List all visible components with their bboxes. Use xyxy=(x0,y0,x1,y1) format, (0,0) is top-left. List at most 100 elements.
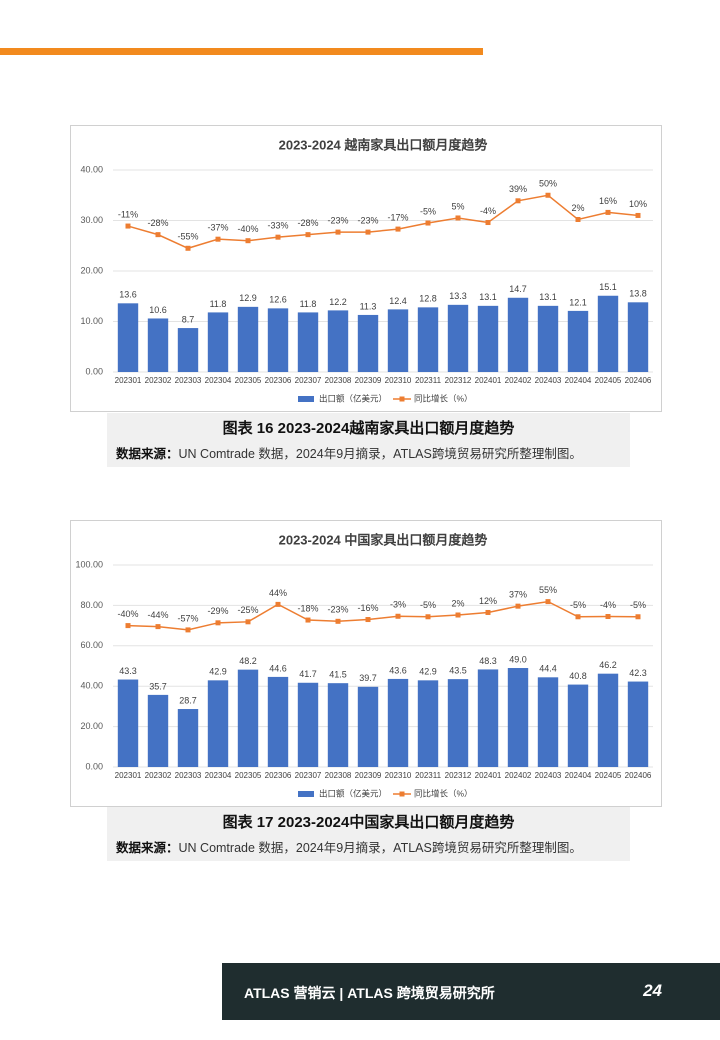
x-tick-label: 202404 xyxy=(565,771,592,780)
chart-title: 2023-2024 越南家具出口额月度趋势 xyxy=(279,137,488,152)
line-marker xyxy=(335,618,341,624)
x-tick-label: 202307 xyxy=(295,376,322,385)
bar xyxy=(177,328,199,372)
x-tick-label: 202402 xyxy=(505,771,532,780)
bar-label: 48.2 xyxy=(239,656,257,666)
footer: ATLAS 营销云 | ATLAS 跨境贸易研究所 24 xyxy=(222,963,720,1020)
line-marker xyxy=(605,209,611,215)
y-tick-label: 30.00 xyxy=(80,215,103,225)
line-label: -57% xyxy=(177,613,198,623)
line-marker xyxy=(425,220,431,226)
legend-label: 同比增长（%） xyxy=(414,393,473,403)
line-marker xyxy=(365,617,371,623)
line-marker xyxy=(395,613,401,619)
bar-label: 14.7 xyxy=(509,284,527,294)
x-tick-label: 202405 xyxy=(595,771,622,780)
bar xyxy=(567,684,589,767)
chart: 2023-2024 中国家具出口额月度趋势 0.00 20.00 40.00 60.00… xyxy=(75,532,653,798)
x-tick-label: 202301 xyxy=(115,771,142,780)
figure-caption: 图表 17 2023-2024中国家具出口额月度趋势 xyxy=(222,814,515,831)
x-tick-label: 202406 xyxy=(625,376,652,385)
bar-label: 12.2 xyxy=(329,297,347,307)
bar-label: 43.6 xyxy=(389,665,407,675)
source-text: UN Comtrade 数据，2024年9月摘录，ATLAS跨境贸易研究所整理制… xyxy=(178,841,582,855)
line-label: -23% xyxy=(357,215,378,225)
legend-swatch xyxy=(399,396,405,402)
bar-label: 39.7 xyxy=(359,673,377,683)
line-marker xyxy=(485,220,491,226)
y-tick-label: 0.00 xyxy=(85,366,103,376)
line-label: 55% xyxy=(539,585,557,595)
line-label: -5% xyxy=(570,600,586,610)
x-tick-label: 202302 xyxy=(145,376,172,385)
bar xyxy=(627,302,649,372)
source-note: 数据来源：UN Comtrade 数据，2024年9月摘录，ATLAS跨境贸易研… xyxy=(116,837,582,856)
line-label: -16% xyxy=(357,603,378,613)
bar xyxy=(387,309,409,372)
caption: 图表 17 2023-2024中国家具出口额月度趋势 数据来源：UN Comtr… xyxy=(107,807,630,861)
bar-label: 12.9 xyxy=(239,293,257,303)
bar-label: 13.8 xyxy=(629,289,647,299)
line-marker xyxy=(515,603,521,609)
line-label: 39% xyxy=(509,184,527,194)
bar xyxy=(627,681,649,767)
bar-label: 13.6 xyxy=(119,290,137,300)
bar xyxy=(597,295,619,372)
line-marker xyxy=(425,614,431,620)
x-tick-label: 202305 xyxy=(235,771,262,780)
line-series xyxy=(127,600,639,631)
x-tick-label: 202403 xyxy=(535,376,562,385)
bar xyxy=(537,677,559,767)
bar xyxy=(147,318,169,372)
footer-brand: ATLAS 营销云 | ATLAS 跨境贸易研究所 xyxy=(244,985,495,1001)
bar-label: 13.1 xyxy=(479,292,497,302)
bar-label: 10.6 xyxy=(149,305,167,315)
line-marker xyxy=(575,216,581,222)
x-tick-label: 202310 xyxy=(385,771,412,780)
x-tick-label: 202306 xyxy=(265,771,292,780)
y-tick-label: 40.00 xyxy=(80,164,103,174)
line-label: -18% xyxy=(297,603,318,613)
bar xyxy=(327,683,349,767)
bar-label: 43.5 xyxy=(449,666,467,676)
line-label: -28% xyxy=(297,218,318,228)
bar-label: 46.2 xyxy=(599,660,617,670)
y-tick-label: 20.00 xyxy=(80,265,103,275)
line-marker xyxy=(635,212,641,218)
line-label: 44% xyxy=(269,588,287,598)
x-tick-label: 202308 xyxy=(325,771,352,780)
x-tick-label: 202302 xyxy=(145,771,172,780)
line-marker xyxy=(335,229,341,235)
y-tick-label: 10.00 xyxy=(80,316,103,326)
line-marker xyxy=(215,620,221,626)
page-number: 24 xyxy=(643,981,662,1000)
x-tick-label: 202405 xyxy=(595,376,622,385)
line-label: -5% xyxy=(420,600,436,610)
y-tick-label: 40.00 xyxy=(80,681,103,691)
line-label: 50% xyxy=(539,179,557,189)
bar-label: 12.4 xyxy=(389,296,407,306)
bar xyxy=(117,303,139,372)
chart: 2023-2024 越南家具出口额月度趋势 0.00 10.00 20.00 30.00… xyxy=(80,137,653,403)
line-label: 37% xyxy=(509,590,527,600)
line-label: 10% xyxy=(629,199,647,209)
line-label: 12% xyxy=(479,596,497,606)
line-marker xyxy=(125,623,131,629)
bar xyxy=(267,676,289,767)
bar-label: 11.8 xyxy=(210,299,227,309)
legend-swatch xyxy=(298,791,314,797)
bar-label: 41.5 xyxy=(329,670,347,680)
line-label: -11% xyxy=(118,209,138,219)
bar xyxy=(417,307,439,372)
legend-swatch xyxy=(298,396,314,402)
bar-label: 44.6 xyxy=(269,663,287,673)
bar xyxy=(477,669,499,767)
x-tick-label: 202406 xyxy=(625,771,652,780)
line-marker xyxy=(455,215,461,221)
bar-label: 13.3 xyxy=(449,291,467,301)
legend-label: 出口额（亿美元） xyxy=(319,393,387,403)
bar xyxy=(417,680,439,767)
line-label: -3% xyxy=(390,600,406,610)
x-tick-label: 202403 xyxy=(535,771,562,780)
line-marker xyxy=(305,232,311,238)
